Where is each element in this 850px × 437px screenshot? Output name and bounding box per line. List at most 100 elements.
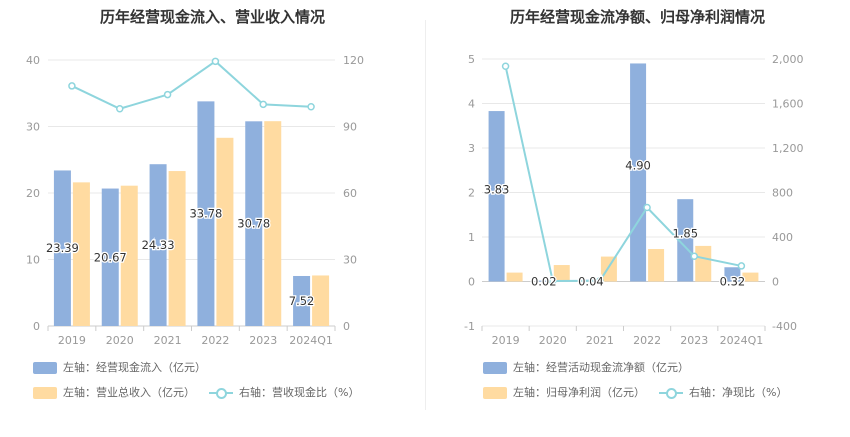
y-left-tick-label: 4 <box>468 98 475 111</box>
legend-item[interactable]: 左轴：营业总收入（亿元） <box>33 384 195 400</box>
y-left-tick-label: 3 <box>468 142 475 155</box>
legend-swatch <box>483 362 507 374</box>
x-tick-label: 2024Q1 <box>289 334 333 347</box>
line-point <box>68 82 76 90</box>
legend-label: 右轴：营收现金比（%） <box>239 386 360 399</box>
line-point <box>737 262 746 270</box>
chart-panel-left: 历年经营现金流入、营业收入情况 0 10 20 30 40 0 30 60 90 120 2019 2… <box>26 8 373 400</box>
legend-row-2: 左轴：归母净利润（亿元） 右轴：净现比（%） <box>483 384 801 400</box>
data-label: 23.39 <box>46 241 79 255</box>
x-tick-label: 2022 <box>201 334 229 347</box>
legend-label: 左轴：经营活动现金流净额（亿元） <box>513 361 689 374</box>
legend-row-2: 左轴：营业总收入（亿元） 右轴：营收现金比（%） <box>33 384 373 400</box>
bar-series-2 <box>695 245 712 282</box>
line-point <box>116 105 124 113</box>
bar-series-2 <box>600 256 617 282</box>
bar-series-2 <box>553 265 570 282</box>
chart-title: 历年经营现金流净额、归母净利润情况 <box>509 8 765 26</box>
legend-swatch <box>33 387 57 399</box>
x-tick-label: 2024Q1 <box>720 334 764 347</box>
legend-label: 左轴：营业总收入（亿元） <box>63 386 195 399</box>
line-series <box>71 60 312 110</box>
bar-series-1 <box>245 121 263 326</box>
line-point <box>211 57 220 66</box>
y-right-tick-label: 0 <box>772 276 779 289</box>
data-label: 0.32 <box>720 275 746 289</box>
bar-series-1 <box>535 280 552 282</box>
y-left-tick-label: 10 <box>26 254 40 267</box>
x-tick-label: 2022 <box>633 334 661 347</box>
data-label: 30.78 <box>237 217 270 231</box>
y-right-tick-label: 0 <box>343 320 350 333</box>
legend-item[interactable]: 右轴：净现比（%） <box>659 384 787 400</box>
bar-series-1 <box>724 267 741 282</box>
bar-series-2 <box>506 272 523 282</box>
data-label: 33.78 <box>189 207 222 221</box>
bar-series-2 <box>742 272 759 282</box>
legend-item[interactable]: 左轴：归母净利润（亿元） <box>483 384 645 400</box>
y-right-tick-label: 800 <box>772 187 793 200</box>
legend-label: 左轴：经营现金流入（亿元） <box>63 361 206 374</box>
legend-item[interactable]: 左轴：经营活动现金流净额（亿元） <box>483 359 689 375</box>
bar-series-2 <box>312 275 330 326</box>
x-tick-label: 2020 <box>106 334 134 347</box>
y-left-tick-label: -1 <box>464 320 475 333</box>
bar-series-1 <box>293 275 311 326</box>
bar-series-1 <box>101 188 119 326</box>
x-tick-label: 2020 <box>539 334 567 347</box>
y-right-tick-label: 1,200 <box>772 142 804 155</box>
legend-item[interactable]: 左轴：经营现金流入（亿元） <box>33 359 206 375</box>
y-left-tick-label: 1 <box>468 231 475 244</box>
data-label: 1.85 <box>672 226 698 240</box>
bar-series-2 <box>120 185 138 326</box>
y-right-tick-label: 120 <box>343 54 364 67</box>
legend-row-1: 左轴：经营现金流入（亿元） <box>33 359 220 375</box>
y-right-tick-label: 400 <box>772 231 793 244</box>
line-point <box>307 103 315 111</box>
bar-series-2 <box>264 121 282 327</box>
legend-swatch <box>33 362 57 374</box>
chart-panel-right: 历年经营现金流净额、归母净利润情况 -1 0 1 2 3 4 5 -400 0 400 800 1,2… <box>425 0 850 437</box>
data-label: 0.02 <box>531 275 557 289</box>
line-point <box>643 203 651 212</box>
bar-series-1 <box>197 101 215 326</box>
x-tick-label: 2019 <box>492 334 520 347</box>
line-point <box>501 62 510 70</box>
y-left-tick-label: 0 <box>33 320 40 333</box>
line-point <box>690 252 698 260</box>
y-left-tick-label: 40 <box>26 54 40 67</box>
chart-title: 历年经营现金流入、营业收入情况 <box>99 8 325 26</box>
line-point <box>259 100 267 109</box>
y-left-tick-label: 20 <box>26 187 40 200</box>
chart-right-svg: -1 0 1 2 3 4 5 -400 0 400 800 1,200 1,600 2,000 2019 20… <box>464 53 804 347</box>
y-left-tick-label: 30 <box>26 121 40 134</box>
legend-label: 右轴：净现比（%） <box>689 386 788 399</box>
x-tick-label: 2021 <box>586 334 614 347</box>
legend-line-swatch <box>209 387 233 399</box>
data-label: 4.90 <box>625 158 651 172</box>
bar-series-1 <box>677 199 694 282</box>
data-label: 7.52 <box>289 294 315 308</box>
bar-series-2 <box>216 137 234 326</box>
y-left-tick-label: 5 <box>468 53 475 66</box>
bar-series-2 <box>648 249 665 282</box>
panel-divider <box>425 20 426 410</box>
y-right-tick-label: 90 <box>343 121 357 134</box>
bar-series-1 <box>149 164 167 326</box>
bar-series-1 <box>53 170 71 326</box>
legend-item[interactable]: 右轴：营收现金比（%） <box>209 384 359 400</box>
y-left-tick-label: 0 <box>468 276 475 289</box>
y-right-tick-label: 1,600 <box>772 98 804 111</box>
legend-row-1: 左轴：经营活动现金流净额（亿元） <box>483 359 703 375</box>
legend-line-swatch <box>659 387 683 399</box>
x-tick-label: 2023 <box>680 334 708 347</box>
data-label: 3.83 <box>484 182 510 196</box>
line-series <box>504 66 742 282</box>
x-tick-label: 2023 <box>249 334 277 347</box>
bar-series-1 <box>488 111 505 282</box>
y-right-tick-label: -400 <box>772 320 797 333</box>
legend-swatch <box>483 387 507 399</box>
bar-series-2 <box>72 182 90 326</box>
x-tick-label: 2019 <box>58 334 86 347</box>
y-right-tick-label: 2,000 <box>772 53 804 66</box>
